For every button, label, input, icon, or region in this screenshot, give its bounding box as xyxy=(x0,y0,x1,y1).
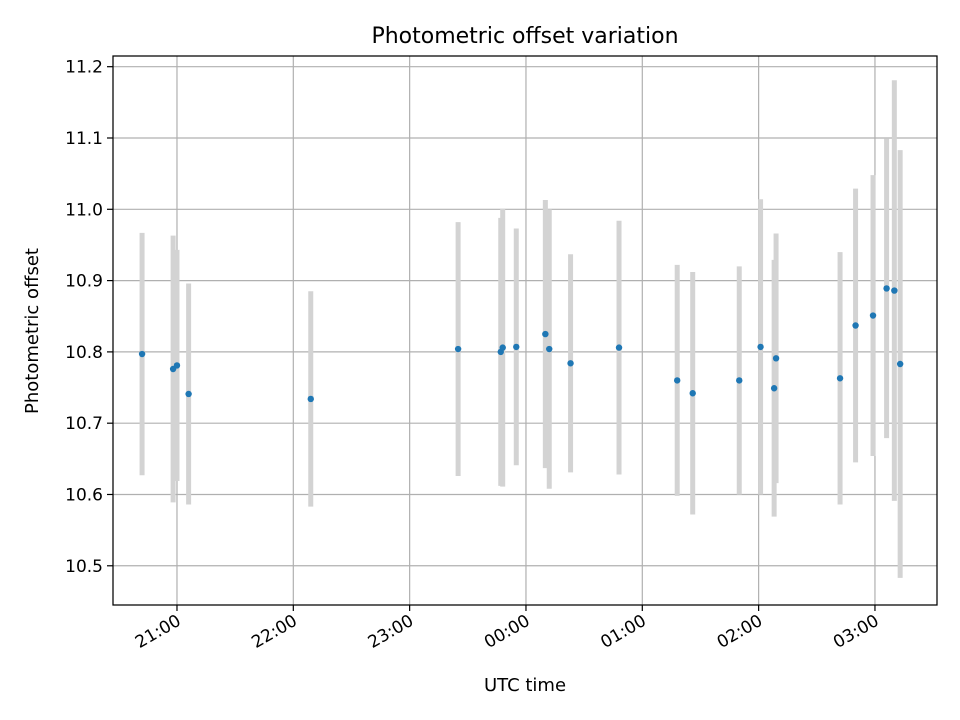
chart-title: Photometric offset variation xyxy=(371,24,678,49)
data-point xyxy=(869,312,877,319)
data-point xyxy=(567,360,574,367)
data-point xyxy=(307,395,314,403)
y-tick-label: 10.9 xyxy=(65,272,103,292)
data-point xyxy=(454,345,462,353)
data-point xyxy=(673,377,681,384)
x-tick-label: 23:00 xyxy=(365,611,417,653)
y-axis-ticks: 10.5 10.6 10.7 10.8 10.9 11.0 11.1 11.2 xyxy=(65,58,113,577)
plot-frame xyxy=(112,55,938,606)
data-point xyxy=(542,330,549,338)
data-point xyxy=(757,343,764,351)
y-axis-label: Photometric offset xyxy=(22,248,43,414)
data-point xyxy=(772,355,780,362)
y-tick-label: 11.2 xyxy=(65,58,103,78)
y-tick-label: 11.0 xyxy=(65,200,103,220)
data-point xyxy=(736,377,743,384)
data-point xyxy=(513,343,520,351)
data-point xyxy=(896,360,904,368)
data-point xyxy=(546,345,553,353)
data-points xyxy=(138,285,904,403)
y-tick-label: 10.5 xyxy=(65,557,103,577)
y-tick-label: 10.6 xyxy=(65,485,103,505)
data-point xyxy=(185,390,192,398)
error-bars xyxy=(139,80,903,578)
x-tick-label: 03:00 xyxy=(830,611,882,653)
x-tick-label: 02:00 xyxy=(714,611,766,653)
data-point xyxy=(615,344,623,351)
x-tick-label: 22:00 xyxy=(248,611,300,653)
data-point xyxy=(689,390,696,397)
data-point xyxy=(891,287,898,294)
data-point xyxy=(836,375,844,382)
y-tick-label: 10.7 xyxy=(65,414,103,434)
data-point xyxy=(770,385,778,392)
y-tick-label: 10.8 xyxy=(65,343,103,363)
data-point xyxy=(173,362,181,369)
x-axis-ticks: 21:00 22:00 23:00 00:00 01:00 02:00 03:00 xyxy=(132,605,882,653)
grid-lines xyxy=(113,56,937,605)
x-tick-label: 01:00 xyxy=(597,611,649,653)
data-point xyxy=(138,350,146,358)
x-tick-label: 00:00 xyxy=(481,611,533,653)
y-tick-label: 11.1 xyxy=(65,129,103,149)
data-point xyxy=(499,344,506,351)
x-tick-label: 21:00 xyxy=(132,611,184,653)
data-point xyxy=(883,285,890,292)
x-axis-label: UTC time xyxy=(484,675,566,696)
data-point xyxy=(852,322,859,329)
